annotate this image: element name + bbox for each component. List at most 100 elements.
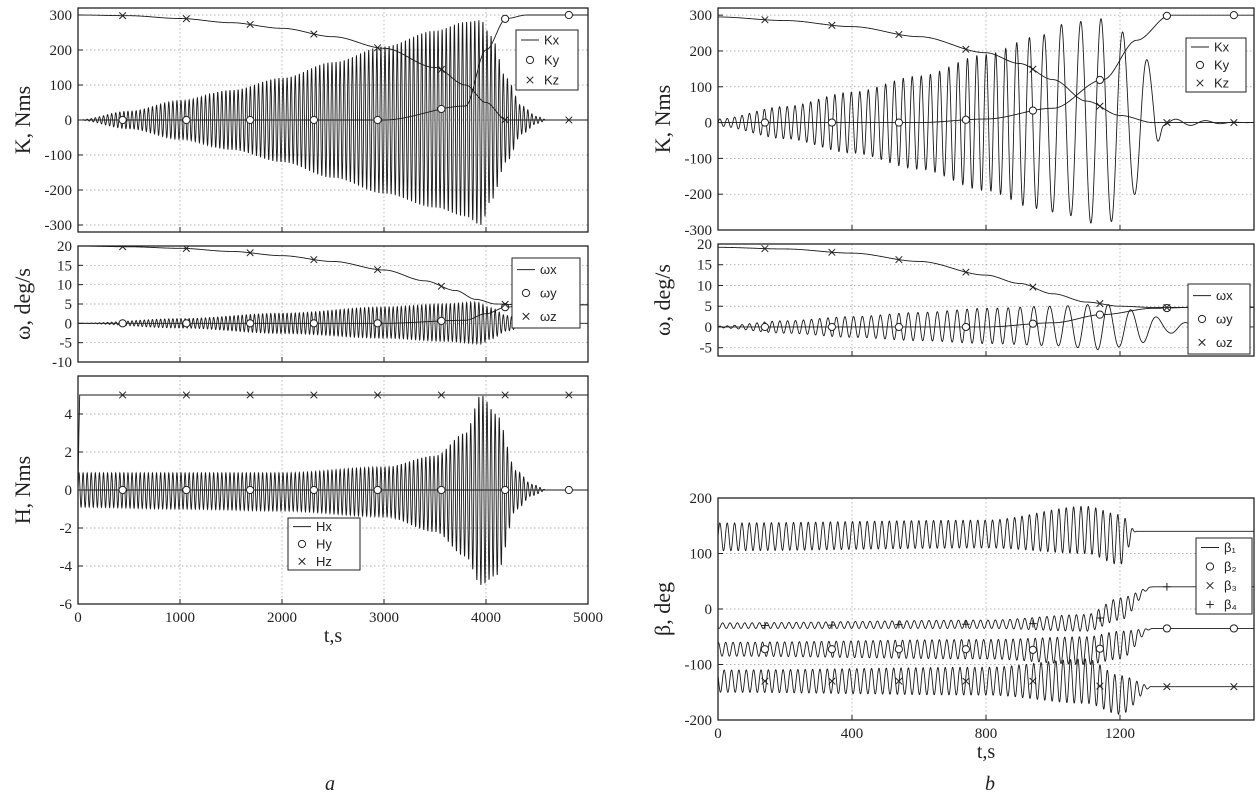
panel-label-a: a — [325, 773, 335, 795]
y-tick-label: 100 — [690, 547, 713, 563]
y-tick-label: 200 — [50, 43, 73, 59]
x-tick-label: 4000 — [471, 610, 501, 626]
marker-b3-2 — [895, 677, 903, 685]
marker-b3-3 — [828, 621, 836, 629]
marker-b1-1 — [1229, 11, 1239, 20]
legend-entry: β₁ — [1224, 540, 1236, 555]
marker-b3-2 — [1096, 682, 1104, 690]
y-tick-label: 20 — [57, 239, 72, 255]
legend-entry: ωx — [540, 262, 557, 277]
marker-a2-1 — [182, 319, 191, 328]
legend-entry: Kz — [544, 73, 559, 88]
legend-entry: Hy — [316, 537, 332, 552]
y-tick-label: -4 — [60, 559, 73, 575]
y-tick-label: -300 — [685, 223, 713, 239]
legend-entry: β₄ — [1224, 597, 1237, 612]
marker-b3-1 — [894, 645, 904, 654]
y-tick-label: -200 — [45, 183, 73, 199]
y-tick-label: -200 — [685, 187, 713, 203]
marker-b3-3 — [1163, 583, 1171, 591]
marker-a3-2 — [373, 391, 382, 399]
marker-b3-2 — [761, 677, 769, 685]
y-tick-label: 200 — [690, 44, 713, 60]
marker-a2-2 — [437, 282, 446, 290]
marker-b3-3 — [761, 621, 769, 630]
marker-b1-2 — [1230, 118, 1238, 127]
marker-b2-1 — [961, 322, 971, 332]
marker-b1-2 — [1029, 65, 1037, 73]
y-tick-label: -100 — [685, 658, 713, 674]
y-tick-label: -2 — [60, 521, 73, 537]
series-a3-0 — [78, 395, 588, 586]
legend-marker-swatch — [1206, 581, 1214, 590]
chart-a1: -300 -200 -100 0 100 200 300 K, Nms Kx Ky Kz — [10, 7, 589, 234]
marker-a2-2 — [501, 300, 509, 308]
legend-entry: ωz — [1216, 335, 1233, 350]
series-a1-0 — [78, 20, 588, 226]
y-tick-label: -200 — [685, 713, 713, 729]
marker-a3-1 — [182, 485, 191, 495]
y-tick-label: 200 — [690, 491, 713, 507]
marker-b3-3 — [1096, 614, 1104, 622]
marker-b2-2 — [962, 268, 970, 276]
legend-entry: Ky — [544, 53, 560, 68]
legend-marker-swatch — [526, 76, 534, 84]
marker-a1-1 — [373, 115, 382, 125]
x-tick-label: 800 — [975, 726, 998, 742]
chart-a3: -6 -4 -2 0 2 4 0 1000 2000 3000 4000 5000 H, Nms t,s H… — [10, 375, 603, 647]
y-axis-label: H, Nms — [10, 456, 35, 524]
marker-b3-1 — [1229, 624, 1239, 633]
legend-marker-swatch — [298, 557, 306, 565]
y-tick-label: 15 — [697, 258, 712, 274]
marker-a1-2 — [118, 12, 127, 20]
y-tick-label: 20 — [697, 237, 712, 253]
marker-a1-1 — [182, 115, 191, 125]
y-tick-label: -10 — [52, 355, 72, 371]
y-tick-label: 10 — [697, 278, 712, 294]
y-axis-label: ω, deg/s — [650, 264, 675, 336]
legend-entry: ωy — [1216, 312, 1233, 327]
marker-b2-1 — [894, 322, 904, 332]
series-b1-2 — [718, 16, 1254, 124]
marker-b3-3 — [962, 620, 970, 629]
marker-b2-2 — [895, 255, 903, 264]
marker-b2-1 — [1095, 310, 1105, 319]
marker-b2-2 — [828, 248, 836, 256]
marker-b1-2 — [1096, 102, 1104, 110]
legend-entry: β₂ — [1224, 559, 1237, 574]
y-tick-label: -5 — [700, 341, 713, 357]
legend-entry: Hz — [316, 554, 332, 569]
y-tick-label: -5 — [60, 336, 73, 352]
y-tick-label: 2 — [65, 445, 73, 461]
legend-entry: Hx — [316, 519, 332, 534]
y-tick-label: 0 — [705, 320, 713, 336]
legend-marker-swatch — [522, 312, 530, 320]
y-tick-label: 0 — [705, 116, 713, 132]
marker-a1-1 — [118, 115, 127, 125]
legend-b2: ωx ωy ωz — [1187, 283, 1251, 355]
legend-marker-swatch — [525, 55, 535, 65]
y-tick-label: 300 — [50, 8, 73, 24]
legend-marker-swatch — [1197, 314, 1207, 324]
x-tick-label: 0 — [74, 610, 82, 626]
x-tick-label: 1000 — [165, 610, 195, 626]
legend-marker-swatch — [1206, 600, 1214, 609]
series-b2-0 — [718, 304, 1254, 351]
marker-a2-1 — [373, 319, 382, 328]
marker-a2-1 — [437, 316, 446, 325]
x-tick-label: 400 — [841, 726, 864, 742]
marker-b1-1 — [1095, 75, 1105, 85]
marker-a3-2 — [565, 391, 573, 399]
marker-b1-2 — [1163, 118, 1171, 127]
marker-a1-2 — [182, 15, 191, 23]
marker-b3-1 — [1162, 624, 1172, 633]
marker-b2-2 — [1163, 303, 1171, 312]
marker-b3-1 — [1095, 644, 1105, 653]
marker-b2-1 — [760, 322, 770, 332]
marker-b1-1 — [827, 118, 837, 127]
chart-b2: -5 0 5 10 15 20 ω, deg/s ωx ωy ωz — [650, 237, 1255, 357]
marker-b2-2 — [761, 244, 769, 253]
legend-marker-swatch — [521, 288, 531, 298]
marker-a3-2 — [310, 391, 318, 399]
